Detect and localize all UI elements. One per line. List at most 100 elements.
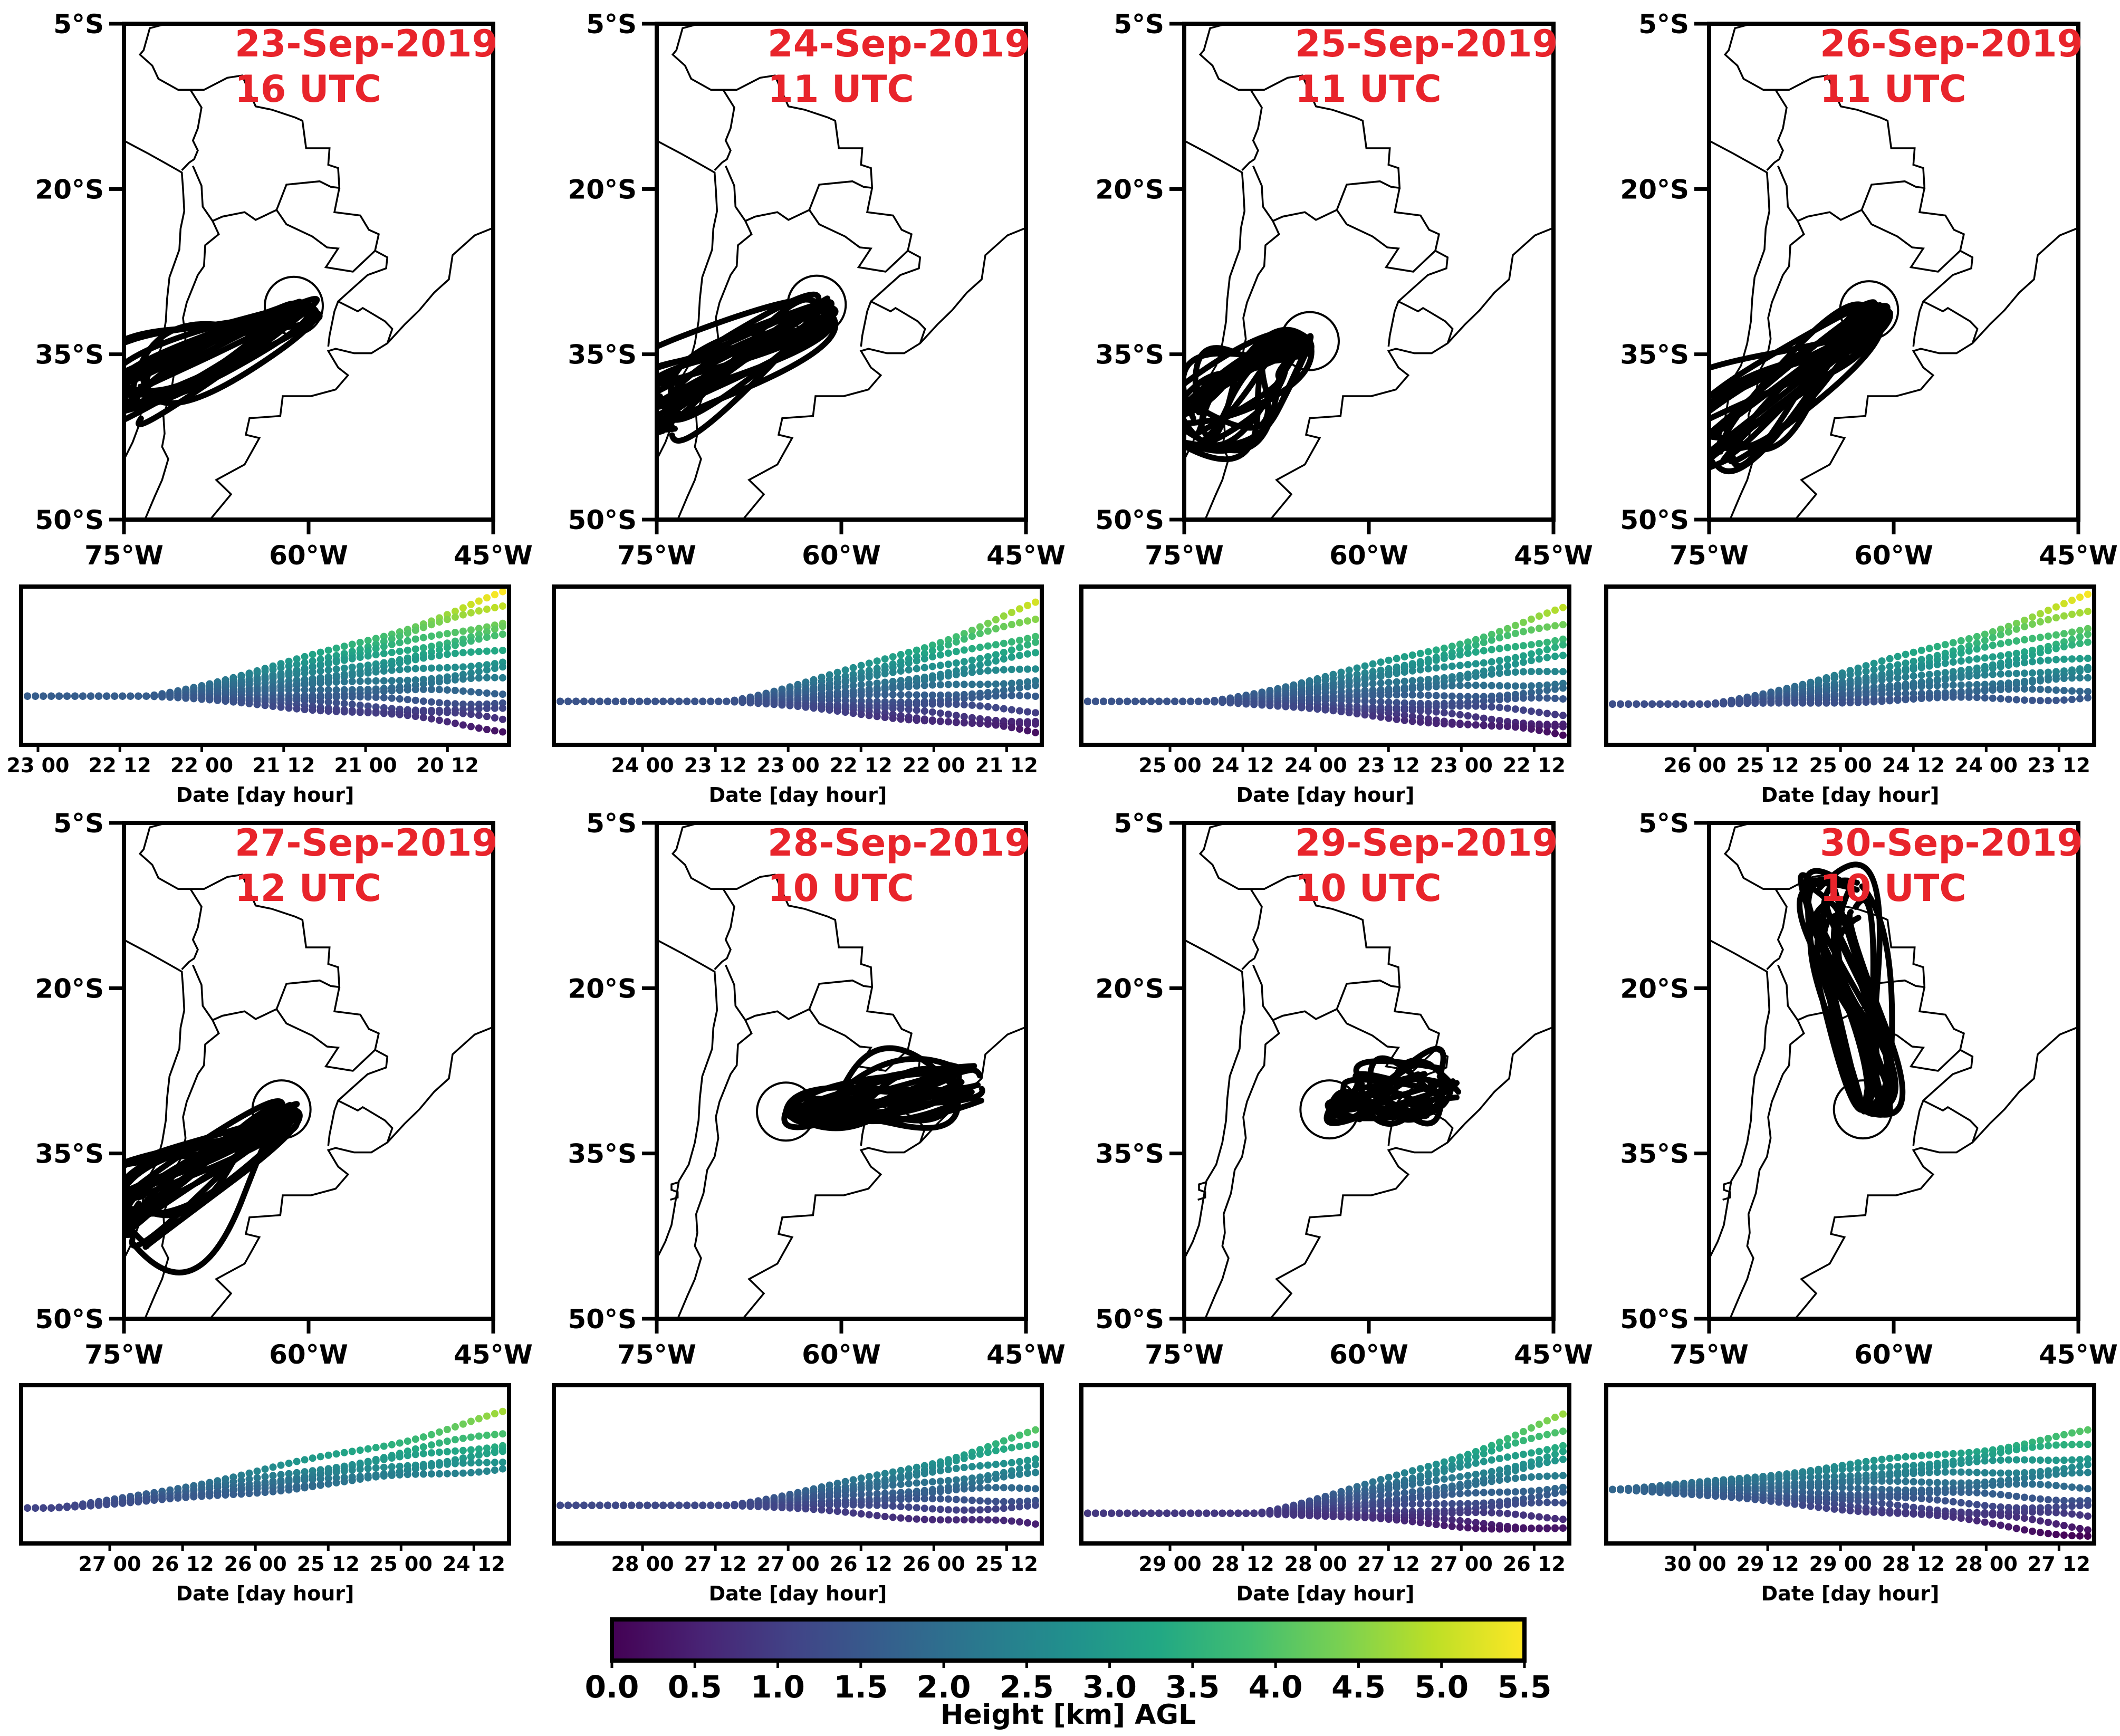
height-point: [849, 709, 857, 717]
height-point: [451, 676, 459, 684]
height-point: [2036, 677, 2044, 685]
height-point: [214, 1491, 222, 1499]
height-point: [1511, 654, 1519, 661]
height-point: [316, 1475, 324, 1483]
height-point: [340, 699, 348, 707]
height-point: [1400, 686, 1408, 694]
country-border: [1241, 89, 1263, 171]
lat-tick-label: 20°S: [568, 973, 637, 1004]
height-point: [1024, 601, 1031, 609]
height-point: [364, 693, 372, 701]
height-point: [1488, 670, 1495, 678]
height-point: [1424, 719, 1432, 727]
height-point: [1124, 697, 1131, 705]
height-point: [913, 706, 920, 714]
height-point: [976, 661, 984, 669]
height-point: [1385, 1485, 1393, 1493]
height-point: [913, 1471, 920, 1479]
height-point: [873, 691, 881, 698]
height-point: [770, 701, 778, 708]
height-point: [1997, 652, 2004, 660]
height-point: [316, 686, 324, 694]
height-point: [1480, 721, 1488, 729]
height-point: [2076, 593, 2084, 601]
height-point: [1416, 684, 1424, 692]
height-point: [826, 1507, 833, 1514]
height-point: [435, 686, 443, 694]
height-point: [1495, 657, 1503, 665]
height-point: [1032, 682, 1039, 689]
height-point: [459, 709, 467, 717]
height-point: [913, 716, 920, 724]
height-point: [1282, 703, 1290, 711]
height-point: [1432, 1461, 1440, 1468]
time-tick-label: 27 00: [757, 1552, 820, 1576]
height-point: [348, 1447, 356, 1455]
height-point: [952, 718, 960, 726]
height-point: [1480, 714, 1488, 722]
height-point: [348, 677, 356, 685]
height-point: [419, 665, 427, 673]
height-point: [435, 1461, 443, 1469]
height-point: [1527, 668, 1535, 676]
height-point: [1416, 1494, 1424, 1502]
height-point: [1250, 701, 1258, 708]
height-point: [984, 720, 992, 728]
height-point: [277, 664, 285, 672]
height-point: [1894, 669, 1902, 677]
height-point: [1448, 642, 1456, 650]
height-point: [1424, 648, 1432, 656]
height-point: [920, 1479, 928, 1486]
height-point: [1393, 711, 1400, 718]
height-point: [1743, 699, 1751, 707]
height-point: [786, 1504, 794, 1512]
height-point: [920, 676, 928, 684]
height-point: [762, 1503, 770, 1511]
height-point: [1559, 1447, 1567, 1455]
height-point: [1503, 625, 1511, 632]
lat-tick-label: 50°S: [1095, 1304, 1164, 1335]
height-point: [968, 1463, 976, 1471]
height-point: [849, 692, 857, 699]
height-point: [1008, 685, 1015, 693]
height-point: [356, 1465, 364, 1473]
height-point: [1472, 1480, 1480, 1488]
height-point: [833, 668, 841, 676]
height-point: [499, 663, 506, 671]
height-point: [944, 1459, 952, 1467]
coastline-pacific: [1184, 938, 1246, 1261]
height-point: [459, 1446, 467, 1454]
height-point: [968, 1497, 976, 1504]
height-point: [475, 712, 483, 719]
height-point: [1408, 706, 1416, 714]
height-point: [380, 677, 388, 685]
height-point: [1965, 635, 1973, 642]
height-point: [976, 702, 984, 710]
height-point: [1432, 646, 1440, 654]
height-point: [1495, 628, 1503, 636]
height-point: [897, 684, 905, 692]
height-point: [1767, 699, 1775, 707]
height-point: [1543, 638, 1551, 646]
height-point: [380, 667, 388, 675]
height-point: [1472, 702, 1480, 710]
height-point: [1000, 639, 1008, 647]
height-point: [1008, 1503, 1015, 1511]
height-point: [214, 696, 222, 704]
height-point: [936, 1495, 944, 1503]
height-point: [1973, 655, 1981, 663]
height-panel-frame: [552, 584, 1044, 747]
time-tick-label: 23 00: [7, 754, 70, 777]
height-point: [1464, 682, 1472, 689]
height-point: [2028, 613, 2036, 621]
height-point: [229, 1491, 237, 1499]
height-point: [427, 679, 435, 687]
height-point: [1480, 1489, 1488, 1497]
height-point: [984, 1484, 992, 1492]
height-point: [1480, 671, 1488, 679]
height-point: [707, 1501, 715, 1509]
height-point: [364, 709, 372, 716]
height-point: [1488, 722, 1495, 730]
height-point: [873, 1512, 881, 1520]
map-content: [1184, 823, 1553, 1319]
